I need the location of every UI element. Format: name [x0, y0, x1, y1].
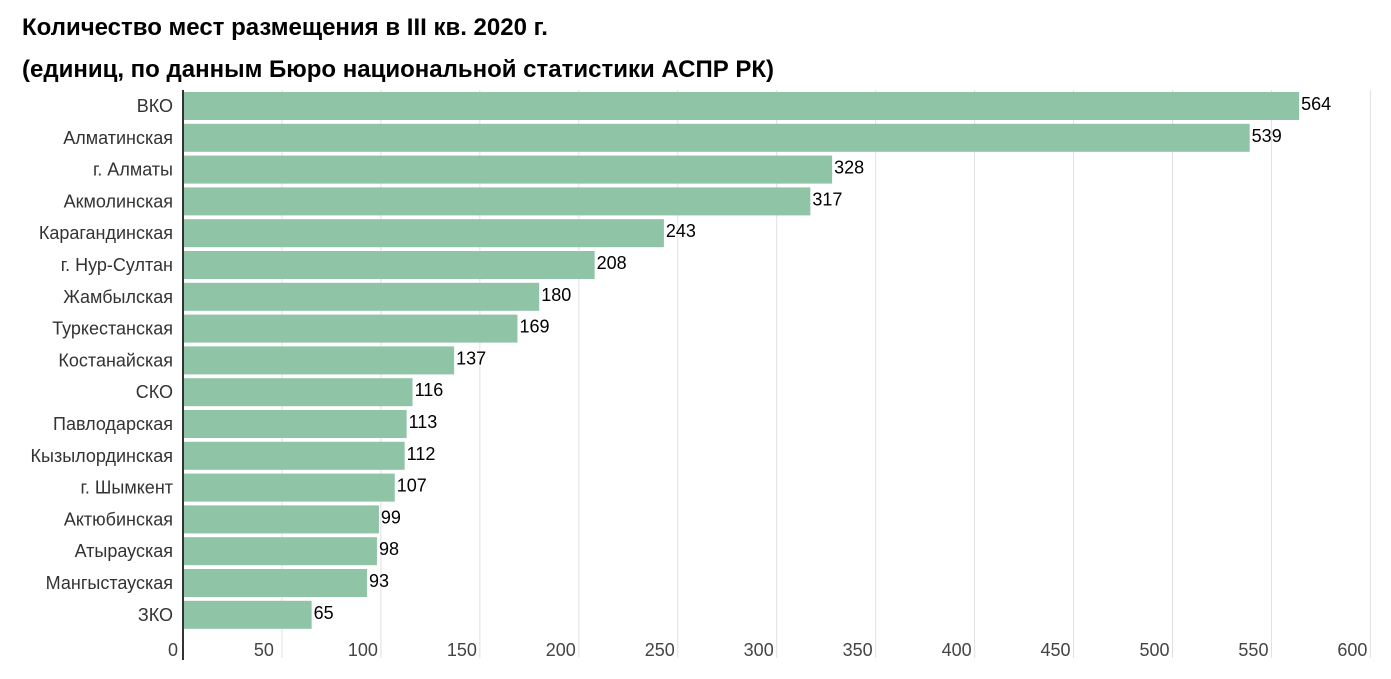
bar — [184, 410, 407, 438]
data-label: 317 — [812, 189, 842, 209]
x-tick-label: 600 — [1337, 640, 1367, 660]
x-tick-label: 550 — [1238, 640, 1268, 660]
bar — [184, 251, 595, 279]
category-label: г. Нур-Султан — [61, 255, 173, 275]
bar — [184, 537, 377, 566]
bar — [184, 314, 518, 343]
x-tick-label: 300 — [744, 640, 774, 660]
data-label: 107 — [397, 476, 427, 496]
bar — [184, 123, 1250, 152]
data-label: 116 — [415, 380, 444, 400]
data-label: 113 — [409, 412, 438, 432]
category-label: Актюбинская — [64, 509, 173, 529]
category-label: г. Алматы — [93, 160, 173, 180]
data-label: 65 — [314, 603, 334, 623]
data-label: 180 — [541, 285, 571, 305]
x-tick-label: 0 — [168, 640, 178, 660]
x-tick-label: 500 — [1139, 640, 1169, 660]
gridlines — [281, 90, 1371, 658]
category-label: Кызылординская — [31, 446, 173, 466]
category-label: Карагандинская — [39, 223, 173, 243]
x-tick-label: 200 — [546, 640, 576, 660]
bar — [184, 473, 395, 502]
category-label: Костанайская — [58, 350, 173, 370]
category-label: Алматинская — [63, 128, 173, 148]
bars — [184, 92, 1300, 629]
category-label: СКО — [136, 382, 173, 402]
chart-title: Количество мест размещения в III кв. 202… — [22, 14, 548, 41]
data-label: 208 — [597, 253, 627, 273]
bar — [184, 92, 1300, 120]
data-label: 93 — [369, 571, 389, 591]
bar — [184, 219, 664, 248]
category-label: Атырауская — [75, 541, 173, 561]
bar — [184, 282, 540, 311]
data-label: 328 — [834, 158, 864, 178]
bar — [184, 346, 455, 375]
data-label: 169 — [519, 317, 549, 337]
bar — [184, 378, 413, 407]
bar — [184, 441, 405, 470]
value-labels: 564 539 328 317 243 208 180 169 137 116 113 112 107 9… — [314, 94, 1332, 623]
category-labels: ВКО Алматинская г. Алматы Акмолинская Карага… — [31, 96, 173, 625]
category-label: Павлодарская — [53, 414, 173, 434]
bar — [184, 155, 833, 184]
data-label: 99 — [381, 507, 401, 527]
data-label: 564 — [1301, 94, 1331, 114]
bar — [184, 569, 368, 597]
x-tick-label: 400 — [942, 640, 972, 660]
category-label: ВКО — [137, 96, 173, 116]
data-label: 137 — [456, 348, 486, 368]
x-tick-label: 450 — [1041, 640, 1071, 660]
category-label: Жамбылская — [63, 287, 173, 307]
category-label: Туркестанская — [52, 319, 173, 339]
data-label: 112 — [407, 444, 436, 464]
x-tick-label: 350 — [843, 640, 873, 660]
x-tick-label: 100 — [348, 640, 378, 660]
category-label: Мангыстауская — [46, 573, 173, 593]
category-label: г. Шымкент — [81, 478, 173, 498]
data-label: 98 — [379, 539, 399, 559]
bar — [184, 187, 811, 216]
data-label: 243 — [666, 221, 696, 241]
x-tick-label: 250 — [645, 640, 675, 660]
bar — [184, 505, 379, 534]
category-label: Акмолинская — [64, 191, 173, 211]
bar — [184, 600, 312, 629]
x-axis: 0 50 100 150 200 250 300 350 400 450 500 550 600 — [168, 90, 1367, 660]
category-label: ЗКО — [138, 605, 173, 625]
chart-subtitle: (единиц, по данным Бюро национальной ста… — [22, 56, 775, 83]
x-tick-label: 50 — [254, 640, 274, 660]
x-tick-label: 150 — [447, 640, 477, 660]
data-label: 539 — [1252, 126, 1282, 146]
